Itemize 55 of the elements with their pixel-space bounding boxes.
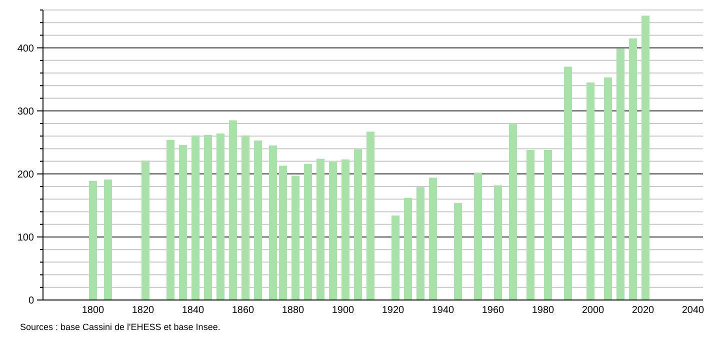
bar bbox=[316, 158, 324, 300]
bar bbox=[629, 38, 637, 300]
x-tick-label: 2040 bbox=[682, 305, 705, 316]
bar bbox=[89, 180, 97, 300]
bar bbox=[494, 185, 502, 300]
source-note: Sources : base Cassini de l'EHESS et base Insee. bbox=[20, 322, 220, 332]
bar bbox=[204, 134, 212, 300]
bar bbox=[642, 16, 650, 300]
bar bbox=[404, 198, 412, 300]
bar bbox=[544, 150, 552, 300]
bar bbox=[279, 166, 287, 300]
bar bbox=[104, 180, 112, 300]
bar bbox=[179, 144, 187, 300]
bar bbox=[192, 135, 200, 300]
bar bbox=[342, 159, 350, 300]
y-tick-label: 200 bbox=[17, 169, 34, 180]
y-tick-label: 400 bbox=[17, 43, 34, 54]
bar bbox=[366, 132, 374, 300]
x-tick-label: 1860 bbox=[232, 305, 255, 316]
bar bbox=[474, 172, 482, 300]
x-tick-label: 1920 bbox=[382, 305, 405, 316]
bar bbox=[454, 202, 462, 300]
bar bbox=[604, 77, 612, 300]
bar bbox=[254, 140, 262, 300]
x-tick-label: 2020 bbox=[632, 305, 655, 316]
x-tick-label: 1880 bbox=[282, 305, 305, 316]
bar bbox=[564, 66, 572, 300]
x-tick-label: 1820 bbox=[132, 305, 155, 316]
y-tick-label: 100 bbox=[17, 232, 34, 244]
bar bbox=[586, 82, 594, 300]
x-tick-label: 1960 bbox=[482, 305, 505, 316]
bar bbox=[526, 150, 534, 300]
x-tick-label: 1840 bbox=[182, 305, 205, 316]
bar bbox=[329, 162, 337, 300]
y-tick-label: 300 bbox=[17, 106, 34, 118]
bar bbox=[242, 135, 250, 300]
bar bbox=[166, 140, 174, 300]
bar bbox=[269, 146, 277, 300]
x-tick-label: 1980 bbox=[532, 305, 555, 316]
bar bbox=[142, 160, 150, 300]
x-tick-label: 1900 bbox=[332, 305, 355, 316]
y-tick-label: 0 bbox=[28, 296, 34, 306]
bar bbox=[509, 124, 517, 300]
bar bbox=[229, 120, 237, 300]
bar bbox=[304, 164, 312, 300]
bar bbox=[354, 149, 362, 300]
x-tick-label: 1800 bbox=[82, 305, 105, 316]
x-tick-label: 2000 bbox=[582, 305, 605, 316]
bar bbox=[216, 134, 224, 300]
bar bbox=[392, 216, 400, 300]
x-tick-label: 1940 bbox=[432, 305, 455, 316]
bar bbox=[416, 187, 424, 300]
bar bbox=[292, 176, 300, 300]
bar bbox=[429, 178, 437, 300]
bar bbox=[616, 48, 624, 300]
